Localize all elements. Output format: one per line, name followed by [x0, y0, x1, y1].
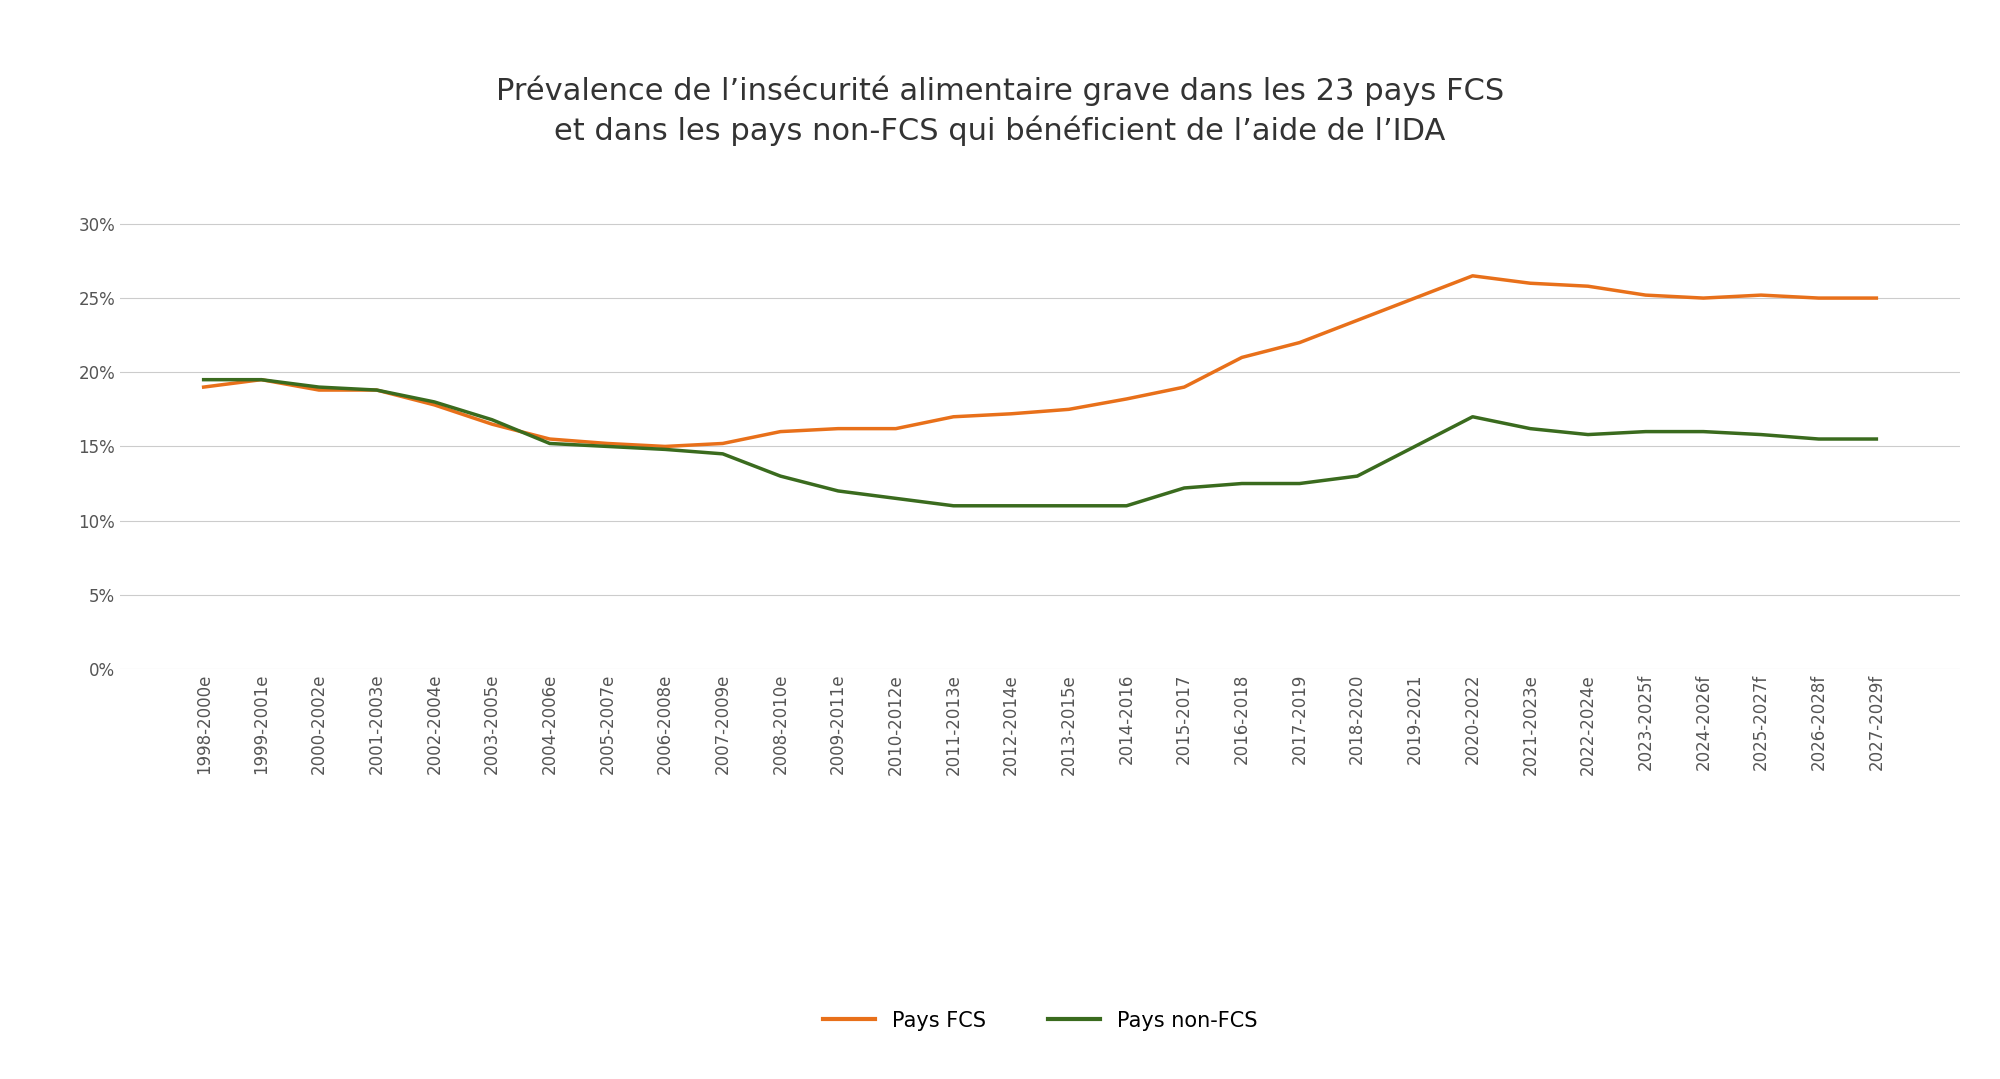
- Pays non-FCS: [1230, 477, 1254, 490]
- Pays FCS: [1634, 289, 1658, 302]
- Pays non-FCS: [538, 437, 562, 450]
- Pays FCS: [826, 422, 850, 435]
- Legend: Pays FCS, Pays non-FCS: Pays FCS, Pays non-FCS: [814, 1002, 1266, 1039]
- Pays FCS: [422, 398, 446, 411]
- Pays non-FCS: [1750, 428, 1774, 441]
- Pays FCS: [1000, 408, 1024, 421]
- Pays FCS: [250, 373, 274, 386]
- Pays FCS: [596, 437, 620, 450]
- Pays non-FCS: [1518, 422, 1542, 435]
- Pays non-FCS: [1576, 428, 1600, 441]
- Pays non-FCS: [884, 492, 908, 505]
- Line: Pays FCS: Pays FCS: [204, 276, 1876, 447]
- Pays FCS: [538, 433, 562, 446]
- Pays FCS: [1230, 351, 1254, 364]
- Pays FCS: [1864, 291, 1888, 304]
- Pays FCS: [1460, 270, 1484, 283]
- Pays FCS: [1402, 291, 1426, 304]
- Pays FCS: [1692, 291, 1716, 304]
- Pays FCS: [1518, 276, 1542, 289]
- Pays non-FCS: [250, 373, 274, 386]
- Pays FCS: [1346, 314, 1370, 327]
- Pays FCS: [1056, 402, 1080, 415]
- Pays non-FCS: [1864, 433, 1888, 446]
- Pays FCS: [364, 384, 388, 397]
- Pays FCS: [1172, 381, 1196, 394]
- Pays non-FCS: [1402, 440, 1426, 453]
- Pays non-FCS: [1114, 500, 1138, 513]
- Pays FCS: [942, 410, 966, 423]
- Pays FCS: [1806, 291, 1830, 304]
- Pays non-FCS: [768, 469, 792, 482]
- Pays non-FCS: [596, 440, 620, 453]
- Pays FCS: [1288, 337, 1312, 350]
- Pays non-FCS: [1460, 410, 1484, 423]
- Pays non-FCS: [1634, 425, 1658, 438]
- Pays non-FCS: [306, 381, 330, 394]
- Pays FCS: [884, 422, 908, 435]
- Line: Pays non-FCS: Pays non-FCS: [204, 380, 1876, 506]
- Pays FCS: [306, 384, 330, 397]
- Pays non-FCS: [422, 396, 446, 409]
- Pays non-FCS: [942, 500, 966, 513]
- Pays non-FCS: [826, 484, 850, 497]
- Pays non-FCS: [1172, 481, 1196, 494]
- Pays FCS: [710, 437, 734, 450]
- Pays FCS: [654, 440, 678, 453]
- Pays non-FCS: [364, 384, 388, 397]
- Pays non-FCS: [1000, 500, 1024, 513]
- Pays FCS: [480, 418, 504, 431]
- Pays FCS: [192, 381, 216, 394]
- Pays FCS: [1750, 289, 1774, 302]
- Pays FCS: [1576, 279, 1600, 292]
- Pays non-FCS: [654, 442, 678, 455]
- Pays non-FCS: [1692, 425, 1716, 438]
- Pays non-FCS: [1056, 500, 1080, 513]
- Pays non-FCS: [1288, 477, 1312, 490]
- Pays non-FCS: [480, 413, 504, 426]
- Pays non-FCS: [192, 373, 216, 386]
- Pays FCS: [1114, 393, 1138, 406]
- Text: Prévalence de l’insécurité alimentaire grave dans les 23 pays FCS
et dans les pa: Prévalence de l’insécurité alimentaire g…: [496, 76, 1504, 147]
- Pays non-FCS: [1806, 433, 1830, 446]
- Pays non-FCS: [710, 448, 734, 461]
- Pays FCS: [768, 425, 792, 438]
- Pays non-FCS: [1346, 469, 1370, 482]
